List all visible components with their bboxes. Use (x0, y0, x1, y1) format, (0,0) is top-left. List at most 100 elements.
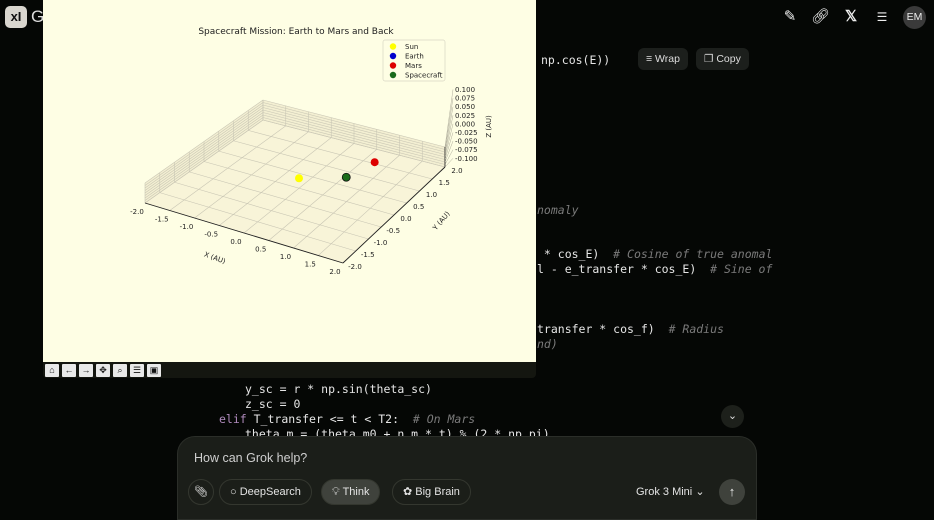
z-tick-leader (444, 132, 454, 160)
legend-label: Earth (405, 53, 424, 61)
code-line: elif T_transfer <= t < T2: # On Mars (219, 412, 476, 426)
grid-line-z-left (144, 114, 264, 199)
app-title: G (31, 7, 45, 26)
forward-icon[interactable]: → (79, 364, 93, 377)
grid-line-z-back (262, 99, 446, 148)
scatter3d-chart: -2.0-1.5-1.0-0.50.00.51.01.52.0-2.0-1.5-… (130, 27, 493, 276)
grid-line-y (203, 161, 395, 216)
y-tick-label: 2.0 (451, 167, 462, 175)
zoom-icon[interactable]: ⌕ (113, 364, 127, 377)
grid-line-z-back (262, 114, 446, 163)
grid-line-z-back (262, 104, 446, 153)
x-logo-icon[interactable]: 𝕏 (844, 8, 858, 25)
search-icon: ○ (230, 486, 240, 498)
x-axis-line (144, 202, 344, 264)
grid-line-z-left (144, 104, 264, 189)
grid-line-z-left (144, 112, 264, 196)
grid-line-y (233, 140, 420, 192)
brain-icon: ✿ (403, 486, 416, 498)
code-line: z_sc = 0 (245, 397, 301, 411)
code-line: l - e_transfer * cos_E) # Sine of (537, 262, 773, 276)
back-icon[interactable]: ← (62, 364, 76, 377)
x-axis-label: X (AU) (203, 251, 227, 266)
lightbulb-icon: 💡︎ (332, 486, 343, 498)
code-line: nd) (537, 337, 558, 351)
z-tick-label: -0.075 (455, 146, 478, 154)
grid-line-x (268, 149, 377, 241)
figure-toolbar: ⌂ ← → ✥ ⌕ ☰ ▣ (43, 362, 536, 378)
send-button[interactable]: ↑ (719, 479, 745, 505)
save-icon[interactable]: ▣ (147, 364, 161, 377)
chevron-down-icon: ⌄ (695, 486, 705, 498)
grid-line-x (318, 160, 423, 256)
grid-line-z-back (262, 112, 446, 160)
scroll-down-button[interactable]: ⌄ (721, 405, 744, 428)
z-tick-leader (444, 141, 454, 163)
chat-composer: How can Grok help? 📎︎ ○ DeepSearch 💡︎ Th… (177, 436, 757, 520)
data-point-spacecraft (341, 172, 351, 182)
y-tick-label: -0.5 (386, 227, 400, 235)
y-tick-label: -2.0 (348, 263, 362, 271)
legend-box (382, 39, 446, 82)
grid-line-z-left (144, 117, 264, 201)
grid-line-y (218, 150, 407, 204)
y-tick-label: 1.0 (426, 191, 437, 199)
x-tick-label: 2.0 (329, 268, 340, 276)
data-point-sun (295, 174, 303, 183)
legend-label: Sun (405, 43, 418, 51)
arrow-up-icon: ↑ (728, 484, 736, 499)
wrap-button[interactable]: ≡ Wrap (638, 48, 688, 70)
code-line: nomaly (537, 203, 579, 217)
z-axis-label: Z (AU) (485, 115, 493, 138)
z-tick-leader (444, 115, 454, 155)
grid-line-z-back (262, 119, 446, 168)
big-brain-button[interactable]: ✿ Big Brain (392, 479, 471, 505)
think-button[interactable]: 💡︎ Think (321, 479, 381, 505)
z-tick-leader (444, 89, 454, 148)
attach-button[interactable]: 📎︎ (188, 479, 214, 505)
chevron-down-icon: ⌄ (727, 410, 738, 422)
legend-marker-earth (389, 52, 397, 60)
y-tick-label: -1.0 (374, 239, 388, 247)
grid-line-z-left (144, 107, 264, 191)
x-tick-label: 1.0 (280, 253, 291, 261)
grid-line-z-back (262, 109, 446, 158)
configure-icon[interactable]: ☰ (130, 364, 144, 377)
x-tick-label: 1.5 (305, 261, 316, 269)
deepsearch-button[interactable]: ○ DeepSearch (219, 479, 312, 505)
model-selector[interactable]: Grok 3 Mini ⌄ (636, 486, 705, 498)
edit-icon[interactable]: ✎ (783, 8, 797, 25)
code-line: y_sc = r * np.sin(theta_sc) (245, 382, 432, 396)
z-tick-label: 0.000 (455, 120, 475, 128)
grid-line-z-back (262, 117, 446, 165)
y-axis-line (342, 166, 446, 264)
grid-line-z-left (144, 119, 264, 204)
z-tick-label: 0.075 (455, 95, 475, 103)
copy-icon: ❐ (704, 53, 717, 65)
y-tick-label: 0.5 (413, 203, 424, 211)
home-icon[interactable]: ⌂ (45, 364, 59, 377)
data-point-mars (370, 158, 379, 167)
pan-icon[interactable]: ✥ (96, 364, 110, 377)
search-list-icon[interactable]: ☰ (876, 10, 888, 24)
x-tick-label: 0.5 (255, 246, 266, 254)
y-tick-label: 1.5 (439, 179, 450, 187)
grid-line-z-left (144, 99, 264, 184)
chat-input[interactable]: How can Grok help? (194, 451, 308, 465)
z-tick-leader (444, 123, 454, 158)
wrap-icon: ≡ (646, 53, 656, 65)
y-axis-label: Y (AU) (431, 210, 452, 233)
x-tick-label: -0.5 (204, 231, 218, 239)
x-tick-label: -1.5 (155, 216, 169, 224)
z-tick-label: -0.025 (455, 129, 478, 137)
z-tick-leader (444, 106, 454, 153)
x-tick-label: -2.0 (130, 208, 144, 216)
grok-logo[interactable]: xI (5, 6, 27, 28)
z-tick-label: 0.050 (455, 103, 475, 111)
avatar[interactable]: EM (903, 6, 926, 29)
z-tick-label: 0.025 (455, 112, 475, 120)
copy-button[interactable]: ❐ Copy (696, 48, 749, 70)
y-tick-label: 0.0 (400, 215, 411, 223)
link-icon[interactable]: 🔗︎ (811, 8, 831, 25)
code-line: * cos_E) # Cosine of true anomal (537, 247, 773, 261)
